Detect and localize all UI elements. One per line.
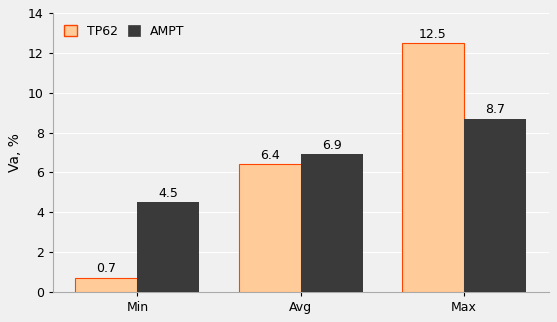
Text: 12.5: 12.5 [419,28,447,41]
Y-axis label: Va, %: Va, % [8,133,22,172]
Bar [75,278,138,292]
Text: 6.9: 6.9 [322,139,341,152]
Bar [402,43,464,292]
Text: 8.7: 8.7 [485,103,505,116]
Text: 0.7: 0.7 [96,262,116,275]
Bar [238,165,301,292]
Text: 6.4: 6.4 [260,149,280,162]
Bar [464,119,526,292]
Bar [138,202,199,292]
Bar [301,155,363,292]
Legend: TP62, AMPT: TP62, AMPT [59,20,189,43]
Text: 4.5: 4.5 [159,187,178,200]
